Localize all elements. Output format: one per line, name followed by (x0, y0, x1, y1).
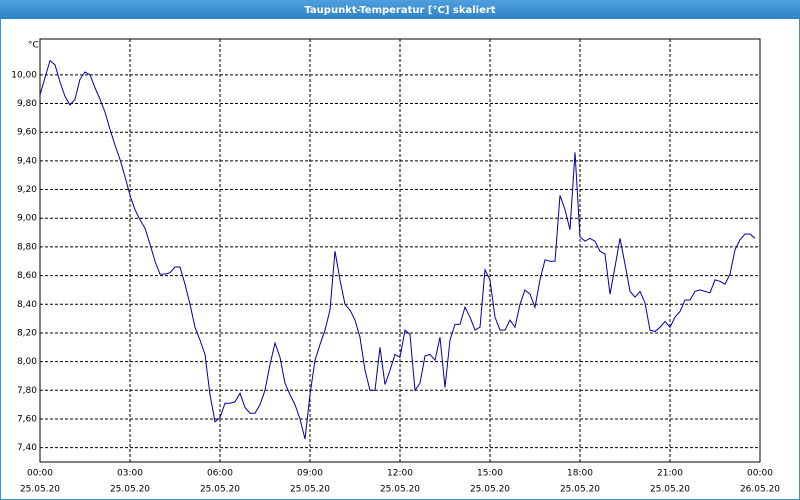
x-tick-label: 00:00 (27, 469, 53, 479)
y-unit: °C (28, 41, 39, 51)
x-tick-date: 25.05.20 (110, 485, 150, 495)
y-tick-label: 8,20 (17, 328, 37, 338)
y-tick-label: 8,80 (17, 242, 37, 252)
x-tick-label: 06:00 (207, 469, 233, 479)
x-tick-date: 25.05.20 (20, 485, 60, 495)
y-tick-label: 9,40 (17, 156, 37, 166)
y-tick-label: 9,60 (17, 128, 37, 138)
y-tick-label: 8,60 (17, 271, 37, 281)
x-tick-label: 09:00 (297, 469, 323, 479)
y-tick-label: 7,80 (17, 386, 37, 396)
chart-title: Taupunkt-Temperatur [°C] skaliert (304, 5, 495, 16)
x-tick-date: 25.05.20 (650, 485, 690, 495)
x-tick-date: 26.05.20 (740, 485, 780, 495)
y-tick-label: 9,20 (17, 185, 37, 195)
y-tick-label: 7,60 (17, 414, 37, 424)
y-tick-label: 7,40 (17, 443, 37, 453)
x-tick-date: 25.05.20 (380, 485, 420, 495)
title-bar (0, 0, 800, 19)
x-tick-label: 00:00 (747, 469, 773, 479)
x-tick-label: 18:00 (567, 469, 593, 479)
x-tick-label: 21:00 (657, 469, 683, 479)
y-tick-label: 8,40 (17, 300, 37, 310)
x-tick-date: 25.05.20 (560, 485, 600, 495)
data-line (39, 59, 756, 440)
x-tick-label: 15:00 (477, 469, 503, 479)
x-tick-date: 25.05.20 (200, 485, 240, 495)
x-tick-date: 25.05.20 (290, 485, 330, 495)
y-tick-label: 10,00 (11, 70, 37, 80)
x-tick-date: 25.05.20 (470, 485, 510, 495)
y-tick-label: 9,00 (17, 214, 37, 224)
y-tick-label: 9,80 (17, 99, 37, 109)
x-tick-label: 03:00 (117, 469, 143, 479)
y-tick-label: 8,00 (17, 357, 37, 367)
x-tick-label: 12:00 (387, 469, 413, 479)
